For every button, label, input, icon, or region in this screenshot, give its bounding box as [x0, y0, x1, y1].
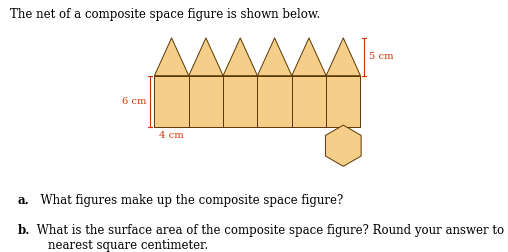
Text: 4 cm: 4 cm [159, 131, 184, 140]
Text: 5 cm: 5 cm [369, 52, 394, 61]
Text: The net of a composite space figure is shown below.: The net of a composite space figure is s… [10, 8, 321, 21]
Text: a.: a. [18, 194, 29, 207]
Text: What figures make up the composite space figure?: What figures make up the composite space… [33, 194, 343, 207]
Text: b.: b. [18, 224, 30, 237]
Text: 6 cm: 6 cm [122, 97, 146, 106]
Text: What is the surface area of the composite space figure? Round your answer to the: What is the surface area of the composit… [33, 224, 508, 252]
